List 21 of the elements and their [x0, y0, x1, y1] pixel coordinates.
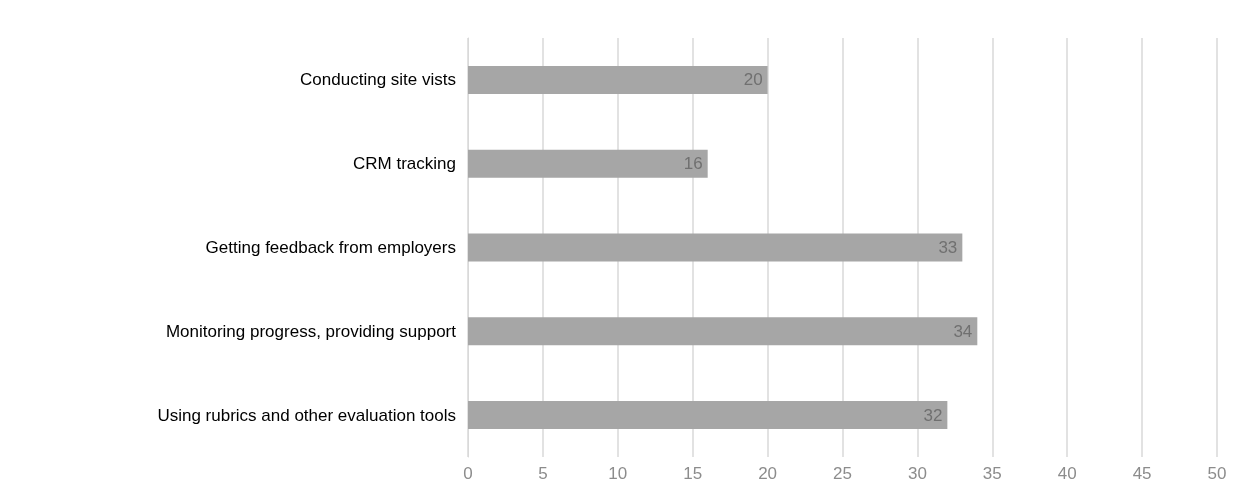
- y-tick-label: Using rubrics and other evaluation tools: [157, 405, 456, 425]
- x-tick-label: 50: [1207, 464, 1227, 483]
- bar: [468, 233, 963, 262]
- x-tick-label: 30: [907, 464, 927, 483]
- bar: [468, 149, 708, 178]
- y-tick-label: Getting feedback from employers: [205, 238, 456, 257]
- bar: [468, 401, 948, 430]
- bar: [468, 65, 768, 94]
- y-tick-label: CRM tracking: [353, 154, 456, 174]
- bar: [468, 317, 978, 346]
- x-tick-label: 25: [833, 464, 852, 483]
- x-tick-label: 20: [758, 464, 778, 483]
- x-tick-label: 0: [463, 464, 473, 483]
- x-tick-label: 45: [1132, 464, 1152, 483]
- x-tick-label: 35: [982, 464, 1002, 483]
- x-tick-label: 15: [683, 464, 703, 483]
- x-tick-label: 40: [1057, 464, 1077, 483]
- x-tick-label: 10: [608, 464, 628, 483]
- y-tick-label: Monitoring progress, providing support: [165, 321, 457, 341]
- y-tick-label: Conducting site vists: [300, 70, 456, 90]
- x-tick-label: 5: [538, 464, 548, 483]
